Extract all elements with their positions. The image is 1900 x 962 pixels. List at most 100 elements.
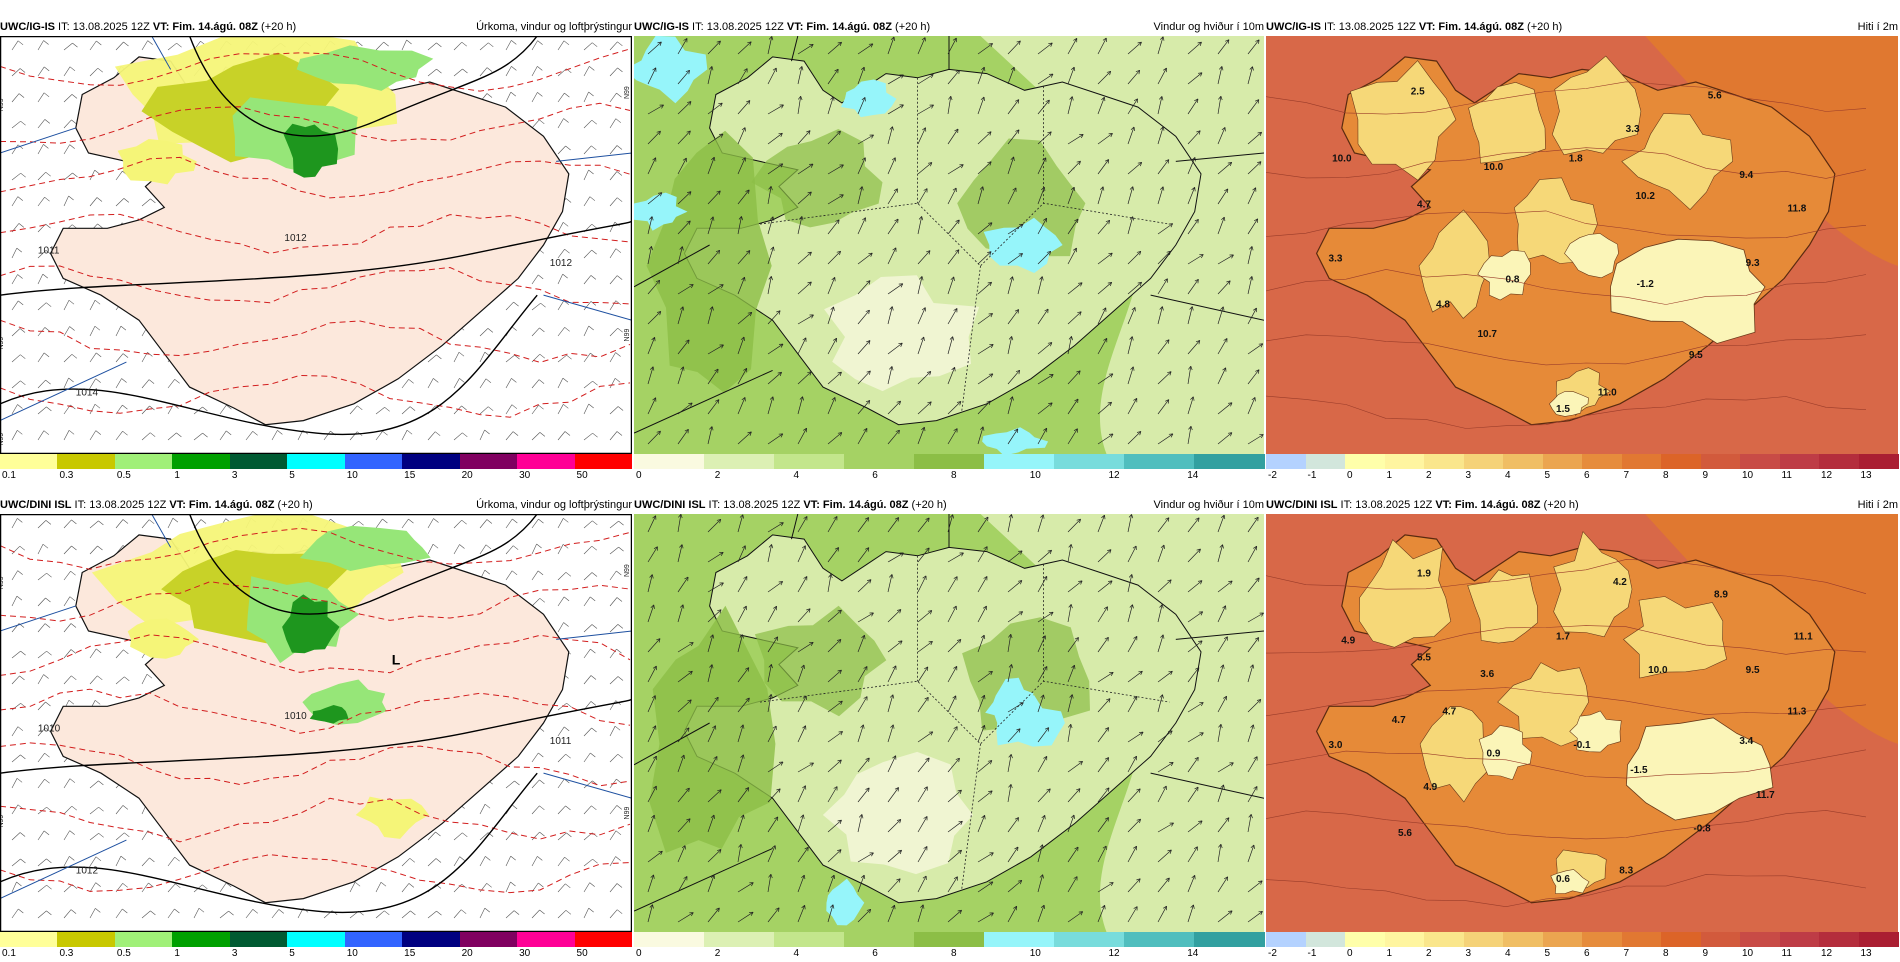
- colorbar-swatch: [517, 454, 575, 469]
- map-wind[interactable]: [634, 514, 1264, 932]
- colorbar-swatch: [634, 454, 705, 469]
- init-time: IT: 13.08.2025 12Z: [1321, 21, 1419, 33]
- colorbar-label: 9: [1703, 470, 1709, 481]
- forecast-panel-temp: UWC/DINI ISL IT: 13.08.2025 12Z VT: Fim.…: [1266, 498, 1898, 962]
- colorbar-swatch: [1582, 454, 1622, 469]
- model-name: UWC/IG-IS: [0, 21, 55, 33]
- colorbar-swatch: [1194, 454, 1265, 469]
- parameter-name: Vindur og hviður í 10m: [1154, 498, 1264, 513]
- colorbar-swatch: [115, 454, 173, 469]
- temperature-value: 0.9: [1487, 748, 1501, 759]
- temperature-value: 3.4: [1739, 736, 1753, 747]
- temperature-value: 4.2: [1613, 577, 1627, 588]
- forecast-panel-precip: UWC/IG-IS IT: 13.08.2025 12Z VT: Fim. 14…: [0, 20, 632, 484]
- colorbar-swatch: [1124, 932, 1195, 947]
- temperature-value: 1.8: [1569, 153, 1583, 164]
- parameter-name: Hiti í 2m: [1858, 498, 1898, 513]
- pressure-label: 1014: [76, 388, 99, 399]
- colorbar-label: 1: [174, 470, 180, 481]
- colorbar-swatch: [345, 454, 403, 469]
- temperature-value: 3.3: [1626, 124, 1640, 135]
- colorbar-swatch: [1385, 454, 1425, 469]
- colorbar-swatch: [57, 932, 115, 947]
- panel-title: UWC/DINI ISL IT: 13.08.2025 12Z VT: Fim.…: [1266, 498, 1579, 513]
- valid-time: VT: Fim. 14.ágú. 08Z: [153, 21, 258, 33]
- colorbar-swatch: [1345, 454, 1385, 469]
- grid-label: N99: [624, 806, 631, 819]
- colorbar-swatch: [1054, 932, 1125, 947]
- colorbar-label: 20: [462, 470, 473, 481]
- colorbar-swatch: [1345, 932, 1385, 947]
- low-pressure-marker: L: [392, 652, 401, 668]
- parameter-name: Úrkoma, vindur og loftþrýstingur: [476, 20, 632, 35]
- colorbar-label: 1: [1387, 470, 1393, 481]
- init-time: IT: 13.08.2025 12Z: [1338, 499, 1436, 511]
- pressure-label: 1011: [38, 245, 60, 256]
- colorbar-swatch: [1622, 932, 1662, 947]
- temperature-value: 1.9: [1417, 569, 1431, 580]
- colorbar-swatch: [914, 454, 985, 469]
- colorbar-label: 10: [347, 470, 358, 481]
- forecast-panel-wind: UWC/DINI ISL IT: 13.08.2025 12Z VT: Fim.…: [634, 498, 1264, 962]
- temperature-value: 9.5: [1746, 665, 1760, 676]
- temperature-value: 11.0: [1598, 388, 1617, 399]
- temperature-value: 8.3: [1619, 866, 1633, 877]
- colorbar-label: 2: [1426, 470, 1432, 481]
- temperature-value: 10.0: [1648, 665, 1668, 676]
- temperature-value: 4.7: [1392, 715, 1406, 726]
- forecast-panel-precip: UWC/DINI ISL IT: 13.08.2025 12Z VT: Fim.…: [0, 498, 632, 962]
- colorbar-swatch: [984, 932, 1055, 947]
- colorbar-swatch: [1859, 454, 1899, 469]
- colorbar-swatch: [1701, 932, 1741, 947]
- temperature-value: -1.5: [1630, 765, 1648, 776]
- lead-time: (+20 h): [909, 499, 947, 511]
- temperature-value: 1.5: [1556, 404, 1570, 415]
- panel-title: UWC/DINI ISL IT: 13.08.2025 12Z VT: Fim.…: [0, 498, 313, 513]
- colorbar-swatch: [1306, 932, 1346, 947]
- colorbar-label: 8: [1663, 470, 1669, 481]
- temperature-value: 4.7: [1417, 199, 1431, 210]
- colorbar-label: 12: [1109, 470, 1120, 481]
- colorbar-temp: -2-101234567891011121314: [1266, 454, 1898, 482]
- model-name: UWC/DINI ISL: [634, 499, 706, 511]
- temperature-value: 11.3: [1787, 707, 1806, 718]
- colorbar-swatch: [1582, 932, 1622, 947]
- valid-time: VT: Fim. 14.ágú. 08Z: [1419, 21, 1524, 33]
- colorbar-swatch: [0, 454, 58, 469]
- map-wind[interactable]: [634, 36, 1264, 454]
- temperature-value: 9.3: [1746, 258, 1760, 269]
- colorbar-swatch: [1740, 932, 1780, 947]
- colorbar-swatch: [1464, 454, 1504, 469]
- colorbar-swatch: [402, 454, 460, 469]
- pressure-label: 1010: [284, 711, 307, 722]
- temperature-value: 1.7: [1556, 631, 1570, 642]
- temperature-value: 10.2: [1635, 191, 1655, 202]
- colorbar-label: 11: [1782, 470, 1792, 481]
- colorbar-label: 10: [1030, 470, 1041, 481]
- colorbar-swatch: [844, 932, 915, 947]
- lead-time: (+20 h): [1524, 21, 1562, 33]
- colorbar-label: -1: [1308, 470, 1317, 481]
- model-name: UWC/IG-IS: [1266, 21, 1321, 33]
- colorbar-label: 4: [1505, 470, 1511, 481]
- pressure-label: 1011: [550, 736, 572, 747]
- temperature-value: 11.1: [1794, 631, 1813, 642]
- temperature-value: 4.9: [1423, 782, 1437, 793]
- colorbar-label: 30: [519, 470, 530, 481]
- colorbar-swatch: [1740, 454, 1780, 469]
- colorbar-label: 2: [715, 470, 721, 481]
- colorbar-swatch: [1780, 454, 1820, 469]
- init-time: IT: 13.08.2025 12Z: [55, 21, 153, 33]
- parameter-name: Úrkoma, vindur og loftþrýstingur: [476, 498, 632, 513]
- temperature-value: 0.6: [1556, 874, 1570, 885]
- temperature-value: 10.0: [1332, 153, 1352, 164]
- lead-time: (+20 h): [258, 21, 296, 33]
- colorbar-label: 4: [794, 470, 800, 481]
